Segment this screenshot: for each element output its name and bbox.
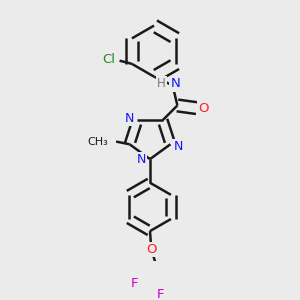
Text: F: F — [131, 277, 139, 290]
Text: CH₃: CH₃ — [87, 136, 108, 147]
Text: F: F — [157, 288, 164, 300]
Text: O: O — [198, 102, 209, 115]
Text: N: N — [170, 77, 180, 91]
Text: H: H — [157, 77, 166, 90]
Text: Cl: Cl — [102, 53, 115, 66]
Text: N: N — [173, 140, 183, 153]
Text: O: O — [146, 243, 157, 256]
Text: N: N — [137, 153, 146, 166]
Text: N: N — [125, 112, 134, 124]
